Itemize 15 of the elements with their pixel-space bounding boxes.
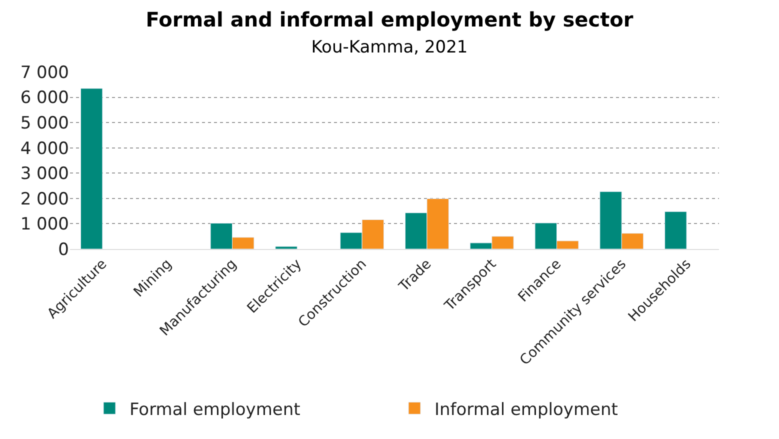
chart-subtitle: Kou-Kamma, 2021: [311, 37, 468, 58]
y-tick-label: 0: [58, 240, 69, 260]
y-tick-label: 5 000: [20, 114, 69, 134]
bar: [80, 88, 103, 249]
legend-label: Informal employment: [434, 400, 618, 420]
bar: [664, 211, 687, 249]
y-tick-label: 3 000: [20, 164, 69, 184]
y-tick-label: 4 000: [20, 138, 69, 159]
legend-label: Formal employment: [130, 400, 301, 420]
y-tick-label: 1 000: [20, 214, 69, 235]
bar: [275, 246, 298, 249]
chart-title: Formal and informal employment by sector: [146, 7, 634, 32]
y-tick-label: 6 000: [20, 88, 69, 108]
y-tick-label: 2 000: [20, 189, 69, 210]
y-tick-label: 7 000: [20, 62, 69, 83]
